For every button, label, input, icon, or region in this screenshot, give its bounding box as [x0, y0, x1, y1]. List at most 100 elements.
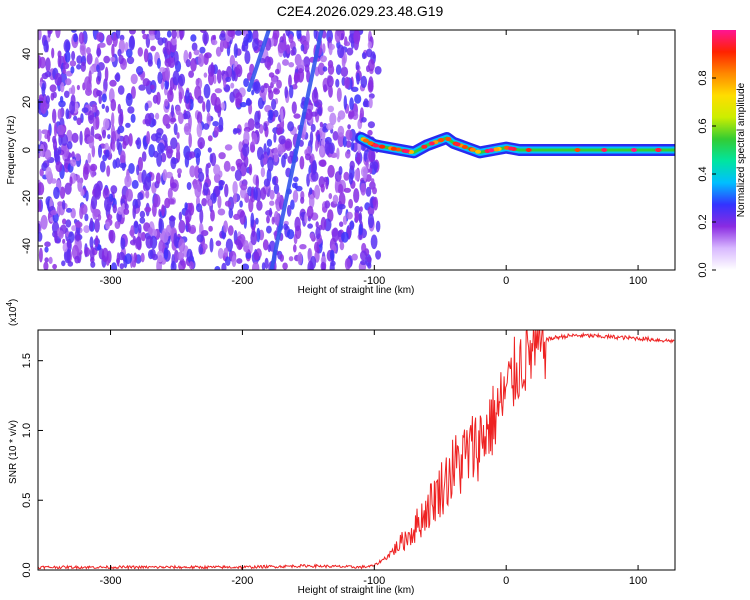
noise-blob	[64, 50, 71, 63]
noise-blob	[193, 49, 200, 56]
noise-blob	[105, 105, 110, 113]
noise-blob	[95, 235, 99, 248]
noise-blob	[43, 261, 49, 270]
spectrogram-y-axis-label: Frequency (Hz)	[6, 116, 17, 185]
noise-blob	[199, 46, 206, 54]
noise-blob	[336, 147, 340, 160]
noise-blob	[268, 110, 273, 121]
noise-blob	[314, 184, 321, 200]
noise-blob	[260, 85, 265, 94]
noise-blob	[91, 145, 96, 158]
noise-blob	[342, 136, 347, 148]
noise-blob	[118, 251, 125, 261]
noise-blob	[248, 198, 254, 213]
noise-blob	[275, 68, 280, 75]
noise-blob	[220, 102, 226, 111]
noise-blob	[38, 55, 42, 69]
noise-blob	[241, 263, 250, 270]
noise-blob	[59, 186, 66, 199]
noise-blob	[96, 89, 101, 97]
noise-blob	[267, 156, 274, 172]
noise-blob	[266, 215, 270, 224]
noise-blob	[58, 100, 66, 108]
noise-blob	[85, 190, 89, 202]
noise-blob	[361, 117, 367, 123]
noise-blob	[266, 225, 272, 234]
noise-blob	[104, 66, 109, 82]
noise-blob	[144, 102, 149, 112]
noise-blob	[120, 237, 126, 250]
noise-blob	[266, 62, 271, 71]
noise-blob	[201, 198, 207, 207]
noise-blob	[271, 216, 275, 225]
noise-blob	[227, 30, 235, 38]
noise-blob	[178, 112, 184, 125]
noise-blob	[213, 164, 221, 176]
noise-blob	[201, 230, 209, 237]
noise-blob	[299, 156, 305, 170]
y-tick-label: 0	[21, 147, 33, 153]
noise-blob	[292, 182, 297, 189]
noise-blob	[136, 137, 142, 150]
noise-blob	[98, 144, 102, 158]
noise-blob	[276, 127, 283, 135]
noise-blob	[62, 200, 66, 210]
spectrogram-streaks	[247, 30, 324, 270]
noise-blob	[368, 97, 373, 109]
noise-blob	[117, 103, 122, 114]
noise-blob	[367, 80, 374, 93]
noise-blob	[66, 141, 73, 150]
noise-blob	[137, 47, 143, 57]
noise-blob	[107, 134, 111, 140]
colorbar-tick-label: 0.6	[697, 118, 709, 133]
noise-blob	[110, 98, 117, 112]
noise-blob	[170, 117, 177, 123]
noise-blob	[343, 171, 350, 181]
noise-blob	[329, 262, 335, 270]
noise-blob	[263, 83, 269, 89]
noise-blob	[82, 166, 89, 181]
noise-blob	[334, 30, 342, 43]
noise-blob	[343, 187, 351, 193]
noise-blob	[240, 183, 248, 191]
noise-blob	[148, 34, 156, 41]
noise-blob	[51, 47, 55, 59]
noise-blob	[47, 30, 53, 35]
spectrogram-y-ticks: -40 -20 0 20 40	[21, 48, 43, 254]
noise-blob	[370, 234, 378, 250]
noise-blob	[38, 199, 42, 213]
noise-blob	[144, 206, 152, 213]
noise-blob	[71, 132, 79, 143]
noise-blob	[55, 161, 63, 173]
noise-blob	[314, 241, 319, 253]
noise-blob	[285, 30, 291, 37]
noise-blob	[329, 112, 337, 126]
noise-blob	[182, 260, 187, 269]
noise-blob	[71, 84, 76, 96]
noise-blob	[268, 89, 274, 101]
noise-blob	[84, 247, 91, 257]
noise-blob	[277, 146, 284, 155]
y-tick-label: 40	[21, 48, 33, 60]
noise-blob	[45, 57, 51, 72]
noise-blob	[92, 207, 98, 220]
noise-blob	[198, 171, 205, 182]
noise-blob	[338, 192, 346, 207]
noise-blob	[296, 30, 302, 40]
noise-blob	[50, 210, 58, 216]
noise-blob	[76, 64, 82, 70]
noise-blob	[150, 84, 155, 90]
noise-blob	[215, 240, 222, 247]
noise-blob	[245, 252, 252, 259]
noise-blob	[252, 38, 259, 51]
noise-blob	[162, 169, 168, 182]
noise-blob	[222, 73, 227, 88]
noise-blob	[308, 194, 315, 209]
noise-blob	[218, 152, 226, 160]
noise-blob	[367, 213, 375, 229]
noise-blob	[366, 48, 373, 58]
noise-blob	[217, 208, 226, 216]
noise-blob	[80, 61, 87, 72]
noise-blob	[45, 95, 51, 104]
noise-blob	[120, 150, 126, 164]
